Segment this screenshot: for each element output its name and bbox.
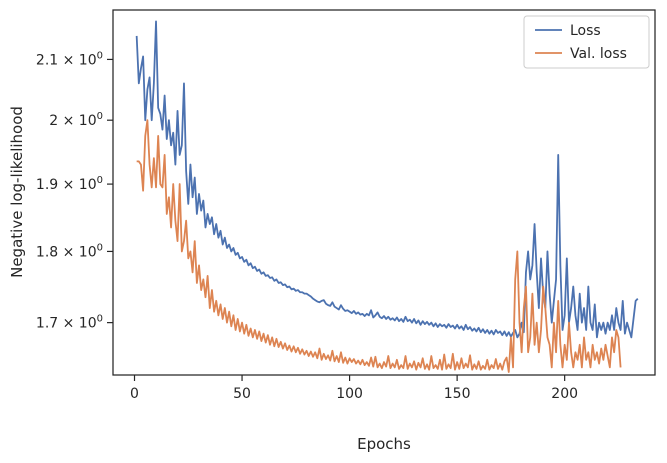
x-tick-label: 50	[233, 386, 251, 402]
x-axis-title: Epochs	[357, 435, 411, 453]
y-tick-label: 1.7 × 100	[36, 314, 103, 332]
y-axis-ticks: 1.7 × 100 1.8 × 100 1.9 × 100 2 × 100 2.1 × …	[36, 50, 113, 332]
legend: Loss Val. loss	[523, 15, 650, 69]
x-tick-label: 200	[551, 386, 578, 402]
plot-frame	[112, 9, 656, 376]
y-tick-label: 2 × 100	[49, 111, 103, 129]
legend-val-loss-label: Val. loss	[570, 46, 627, 62]
series-layer	[135, 20, 639, 373]
x-tick-label: 0	[130, 386, 139, 402]
y-tick-label: 1.9 × 100	[36, 175, 103, 193]
y-tick-label: 2.1 × 100	[36, 50, 103, 68]
x-tick-label: 150	[444, 386, 471, 402]
series-line-loss	[135, 20, 639, 339]
legend-loss-label: Loss	[570, 23, 601, 39]
series-line-val-loss	[136, 119, 622, 373]
y-tick-label: 1.8 × 100	[36, 242, 103, 260]
x-tick-label: 100	[336, 386, 363, 402]
y-axis-title: Negative log-likelihood	[8, 106, 26, 278]
legend-box	[523, 15, 650, 69]
x-axis-ticks: 0 50 100 150 200	[130, 375, 578, 402]
